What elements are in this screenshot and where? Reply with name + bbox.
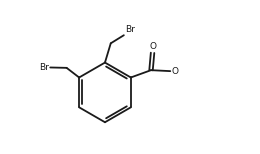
Text: Br: Br [39, 63, 49, 72]
Text: O: O [172, 67, 179, 76]
Text: Br: Br [125, 25, 135, 34]
Text: O: O [149, 42, 156, 51]
